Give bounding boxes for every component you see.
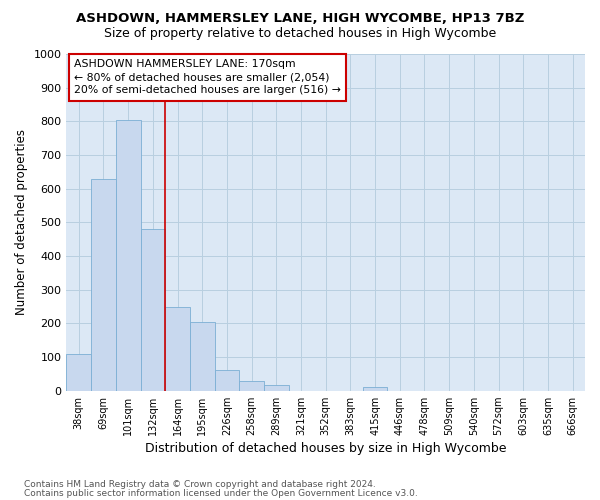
Bar (140, 229, 165, 390)
Bar (67, 354, 91, 390)
Bar (91, 178, 116, 390)
Bar (363, 388, 388, 390)
Text: ASHDOWN, HAMMERSLEY LANE, HIGH WYCOMBE, HP13 7BZ: ASHDOWN, HAMMERSLEY LANE, HIGH WYCOMBE, … (76, 12, 524, 26)
Text: Contains HM Land Registry data © Crown copyright and database right 2024.: Contains HM Land Registry data © Crown c… (24, 480, 376, 489)
Y-axis label: Number of detached properties: Number of detached properties (15, 130, 28, 316)
Text: Size of property relative to detached houses in High Wycombe: Size of property relative to detached ho… (104, 28, 496, 40)
Bar (239, 382, 264, 390)
Bar (215, 370, 239, 390)
Text: Contains public sector information licensed under the Open Government Licence v3: Contains public sector information licen… (24, 488, 418, 498)
Bar (165, 307, 190, 390)
Bar (190, 322, 215, 390)
X-axis label: Distribution of detached houses by size in High Wycombe: Distribution of detached houses by size … (145, 442, 506, 455)
Bar (264, 384, 289, 390)
Bar (116, 120, 140, 390)
Text: ASHDOWN HAMMERSLEY LANE: 170sqm
← 80% of detached houses are smaller (2,054)
20%: ASHDOWN HAMMERSLEY LANE: 170sqm ← 80% of… (74, 59, 341, 96)
